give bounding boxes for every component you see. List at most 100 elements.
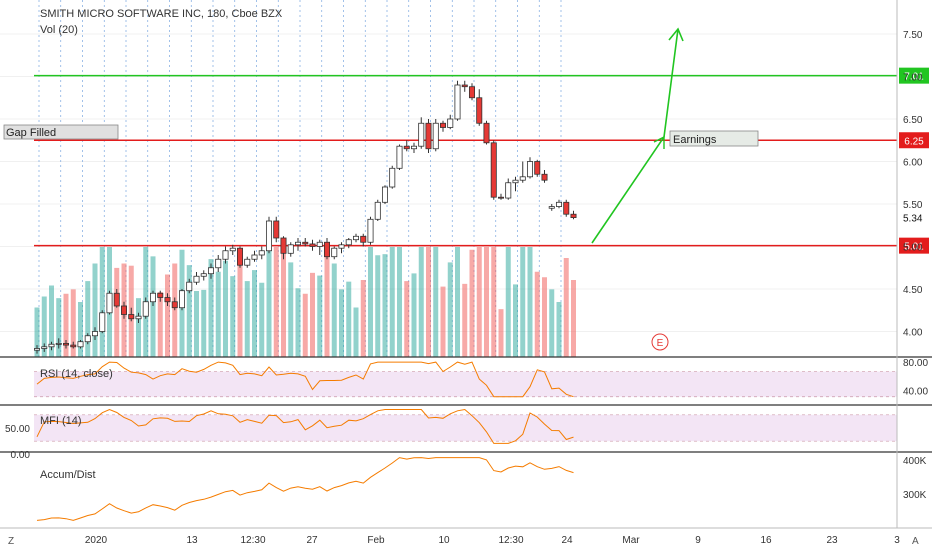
volume-bar: [215, 271, 221, 357]
candle-body: [454, 84, 461, 120]
candle-body: [570, 213, 577, 218]
mfi-line: [36, 408, 574, 444]
volume-bar: [455, 247, 460, 357]
candle-body: [265, 220, 272, 252]
price-tick: 5.00: [903, 243, 923, 254]
candle-body: [302, 241, 309, 245]
candle-body: [157, 292, 164, 298]
volume-bar: [49, 285, 54, 357]
candle-body: [367, 218, 374, 243]
time-tick: 13: [186, 535, 198, 546]
volume-bar: [252, 270, 257, 357]
candle-body: [338, 244, 345, 249]
volume-bar: [571, 280, 576, 357]
candle-body: [178, 290, 185, 309]
volume-bar: [78, 302, 83, 357]
candle-body: [41, 346, 48, 349]
volume-bar: [505, 247, 511, 357]
mfi-label: MFI (14): [40, 415, 82, 427]
candle-body: [410, 145, 417, 150]
earnings-note[interactable]: Earnings: [669, 130, 759, 147]
accum-tick: 300K: [903, 490, 927, 501]
volume-bar: [440, 286, 446, 357]
volume-bar: [549, 289, 555, 357]
volume-bar: [92, 263, 98, 357]
current-price: 5.34: [903, 214, 923, 225]
candle-body: [128, 314, 135, 320]
time-tick: 27: [306, 535, 318, 546]
candle-body: [113, 292, 120, 307]
candle-body: [294, 241, 301, 246]
accum-label: Accum/Dist: [40, 469, 96, 481]
candle-body: [418, 122, 425, 147]
candle-body: [222, 250, 229, 260]
candle-body: [425, 122, 432, 150]
candle-body: [483, 122, 490, 144]
candle-body: [99, 312, 106, 332]
price-axis[interactable]: 7.50 7.00 6.50 6.00 5.50 5.00 4.50 4.00 5.34: [903, 30, 923, 339]
candle-body: [63, 342, 70, 346]
volume-bar: [339, 289, 344, 357]
volume-bar: [389, 247, 395, 357]
rsi-tick: 40.00: [903, 386, 928, 397]
candle-body: [244, 258, 251, 266]
volume-bar: [520, 247, 526, 357]
candle-body: [396, 145, 403, 169]
volume-bar: [404, 281, 410, 357]
accum-line: [36, 457, 574, 521]
a-icon[interactable]: A: [912, 536, 919, 547]
level-tag-text: 7.01: [904, 72, 924, 83]
price-tick: 4.50: [903, 285, 923, 296]
candle-body: [345, 239, 352, 246]
candle-body: [389, 167, 396, 188]
level-tag-text: 6.25: [904, 136, 924, 147]
volume-bar: [360, 280, 366, 357]
candle-body: [229, 247, 236, 252]
volume-bar: [136, 298, 141, 357]
mfi-pane: [34, 408, 897, 444]
candle-body: [142, 301, 149, 317]
volume-bar: [165, 274, 170, 357]
rsi-tick: 80.00: [903, 358, 928, 369]
volume-bar: [397, 247, 402, 357]
volume-bar: [556, 302, 562, 357]
candle-body: [512, 179, 519, 184]
candle-body: [534, 161, 541, 175]
price-tick: 5.50: [903, 200, 923, 211]
volume-bar: [310, 272, 315, 357]
volume-bar: [259, 282, 265, 357]
time-axis[interactable]: 2020 13 12:30 27 Feb 10 12:30 24 Mar 9 16 23 3: [85, 535, 900, 546]
gap-filled-note[interactable]: Gap Filled: [3, 124, 119, 140]
volume-bar: [498, 309, 504, 357]
volume-bar: [230, 276, 236, 357]
candle-body: [92, 331, 99, 337]
time-tick: Feb: [367, 535, 385, 546]
z-icon[interactable]: Z: [8, 536, 14, 547]
candle-body: [519, 176, 526, 181]
candle-body: [287, 244, 294, 254]
candle-body: [309, 243, 316, 247]
volume-bar: [288, 262, 294, 357]
volume-bar: [527, 247, 533, 357]
projection-arrow[interactable]: [591, 27, 684, 244]
candle-body: [273, 220, 280, 239]
candle-body: [331, 247, 338, 258]
candle-body: [527, 161, 534, 178]
candle-body: [236, 247, 243, 266]
price-tick: 6.50: [903, 115, 923, 126]
volume-bar: [563, 258, 569, 357]
candle-body: [149, 292, 156, 303]
volume-bar: [375, 255, 381, 357]
volume-bar: [462, 283, 468, 357]
volume-bar: [237, 252, 243, 357]
candle-body: [352, 235, 359, 241]
earnings-marker-text: E: [657, 338, 664, 349]
candle-body: [323, 241, 330, 258]
earnings-marker[interactable]: E: [651, 333, 669, 351]
volume-bar: [201, 289, 207, 357]
candle-body: [432, 122, 439, 150]
volume-bar: [447, 262, 453, 357]
volume-bar: [382, 254, 388, 357]
